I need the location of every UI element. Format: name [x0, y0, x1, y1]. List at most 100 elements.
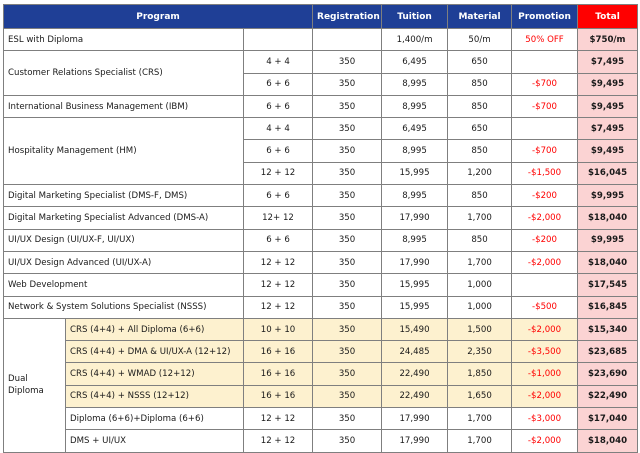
- program-name: Network & System Solutions Specialist (N…: [3, 295, 244, 319]
- material-cell: 1,650: [447, 384, 513, 409]
- dual-diploma-programs: Dual Diploma CRS (4+4) + All Diploma (6+…: [3, 317, 639, 453]
- table-row: CRS (4+4) + NSSS (12+12) 16 + 16 350 22,…: [4, 384, 639, 409]
- material-cell: 1,500: [447, 317, 513, 342]
- material-cell: 650: [447, 117, 513, 141]
- material-cell: 1,700: [447, 429, 513, 453]
- registration-cell: 350: [312, 295, 383, 319]
- tuition-cell: 22,490: [381, 362, 449, 386]
- program-name: Hospitality Management (HM): [3, 117, 244, 186]
- tuition-cell: 24,485: [381, 340, 449, 364]
- material-cell: 850: [447, 184, 513, 208]
- program-name: CRS (4+4) + WMAD (12+12): [65, 362, 244, 386]
- hours-cell: 16 + 16: [242, 340, 314, 364]
- table-row: 6 + 6 350 8,995 850 -$700 $9,495: [4, 72, 639, 96]
- total-cell: $16,045: [577, 161, 639, 186]
- pricing-table: Program Registration Tuition Material Pr…: [2, 4, 639, 453]
- hours-cell: 10 + 10: [242, 317, 314, 342]
- registration-cell: 350: [312, 206, 383, 230]
- total-cell: $18,040: [577, 429, 639, 453]
- header-total: Total: [577, 4, 639, 29]
- registration-cell: 350: [312, 362, 383, 386]
- program-name: UI/UX Design (UI/UX-F, UI/UX): [3, 228, 244, 252]
- hours-cell: 12 + 12: [242, 250, 314, 275]
- table-row: Web Development 12 + 12 350 15,995 1,000…: [3, 273, 639, 297]
- header-program: Program: [2, 4, 314, 29]
- material-cell: 50/m: [447, 27, 513, 52]
- total-cell: $9,995: [577, 228, 639, 252]
- registration-cell: 350: [312, 50, 383, 74]
- promotion-cell: [511, 117, 579, 141]
- program-name: CRS (4+4) + NSSS (12+12): [65, 384, 244, 409]
- registration-cell: 350: [312, 117, 383, 141]
- table-row: International Business Management (IBM) …: [3, 94, 639, 119]
- hours-cell: 6 + 6: [242, 184, 314, 208]
- material-cell: 1,700: [447, 206, 513, 230]
- registration-cell: 350: [312, 317, 383, 342]
- hours-cell: 16 + 16: [242, 384, 314, 409]
- promotion-cell: -$3,000: [511, 407, 579, 431]
- hours-cell: 6 + 6: [242, 94, 314, 119]
- promotion-cell: -$1,000: [511, 362, 579, 386]
- program-name: DMS + UI/UX: [65, 429, 244, 453]
- tuition-cell: 15,995: [381, 273, 449, 297]
- promotion-cell: [511, 273, 579, 297]
- program-name: Diploma (6+6)+Diploma (6+6): [65, 407, 244, 431]
- promotion-cell: -$3,500: [511, 340, 579, 364]
- total-cell: $16,845: [577, 295, 639, 319]
- hours-cell: 4 + 4: [242, 50, 314, 74]
- total-cell: $9,495: [577, 139, 639, 163]
- tuition-cell: 8,995: [381, 228, 449, 252]
- total-cell: $9,495: [577, 94, 639, 119]
- tuition-cell: 22,490: [381, 384, 449, 409]
- hours-cell: 12+ 12: [242, 206, 314, 230]
- hours-cell: 12 + 12: [242, 429, 314, 453]
- header-promotion: Promotion: [511, 4, 579, 29]
- program-name: UI/UX Design Advanced (UI/UX-A): [3, 250, 244, 275]
- promotion-cell: -$2,000: [511, 317, 579, 342]
- registration-cell: 350: [312, 429, 383, 453]
- promotion-cell: -$2,000: [511, 384, 579, 409]
- tuition-cell: 8,995: [381, 72, 449, 96]
- tuition-cell: 1,400/m: [381, 27, 449, 52]
- table-row: Customer Relations Specialist (CRS) 4 + …: [3, 50, 639, 96]
- registration-cell: 350: [312, 139, 383, 163]
- promotion-cell: -$1,500: [511, 161, 579, 186]
- registration-cell: 350: [312, 184, 383, 208]
- program-name: CRS (4+4) + All Diploma (6+6): [65, 317, 244, 342]
- registration-cell: 350: [312, 250, 383, 275]
- registration-cell: 350: [312, 161, 383, 186]
- table-row: CRS (4+4) + WMAD (12+12) 16 + 16 350 22,…: [4, 362, 639, 386]
- tuition-cell: 15,995: [381, 161, 449, 186]
- promotion-cell: -$2,000: [511, 250, 579, 275]
- program-name: Digital Marketing Specialist Advanced (D…: [3, 206, 244, 230]
- promotion-cell: [511, 50, 579, 74]
- promotion-cell: -$500: [511, 295, 579, 319]
- tuition-cell: 17,990: [381, 206, 449, 230]
- total-cell: $750/m: [577, 27, 639, 52]
- registration-cell: [312, 27, 383, 52]
- total-cell: $9,495: [577, 72, 639, 96]
- dual-label-line2: Diploma: [8, 386, 44, 397]
- tuition-cell: 17,990: [381, 429, 449, 453]
- program-name: International Business Management (IBM): [3, 94, 244, 119]
- tuition-cell: 17,990: [381, 407, 449, 431]
- total-cell: $18,040: [577, 206, 639, 230]
- hours-cell: 6 + 6: [242, 228, 314, 252]
- table-row: ESL with Diploma 1,400/m 50/m 50% OFF $7…: [3, 27, 639, 52]
- hours-cell: 12 + 12: [242, 407, 314, 431]
- hours-cell: 6 + 6: [242, 72, 314, 96]
- table-row: DMS + UI/UX 12 + 12 350 17,990 1,700 -$2…: [4, 429, 639, 453]
- table-row: UI/UX Design Advanced (UI/UX-A) 12 + 12 …: [3, 250, 639, 275]
- header-row: Program Registration Tuition Material Pr…: [2, 4, 639, 29]
- material-cell: 1,000: [447, 295, 513, 319]
- registration-cell: 350: [312, 94, 383, 119]
- hours-cell: [242, 27, 314, 52]
- hours-cell: 16 + 16: [242, 362, 314, 386]
- tuition-cell: 6,495: [381, 50, 449, 74]
- registration-cell: 350: [312, 384, 383, 409]
- registration-cell: 350: [312, 340, 383, 364]
- total-cell: $17,040: [577, 407, 639, 431]
- material-cell: 1,700: [447, 250, 513, 275]
- material-cell: 850: [447, 228, 513, 252]
